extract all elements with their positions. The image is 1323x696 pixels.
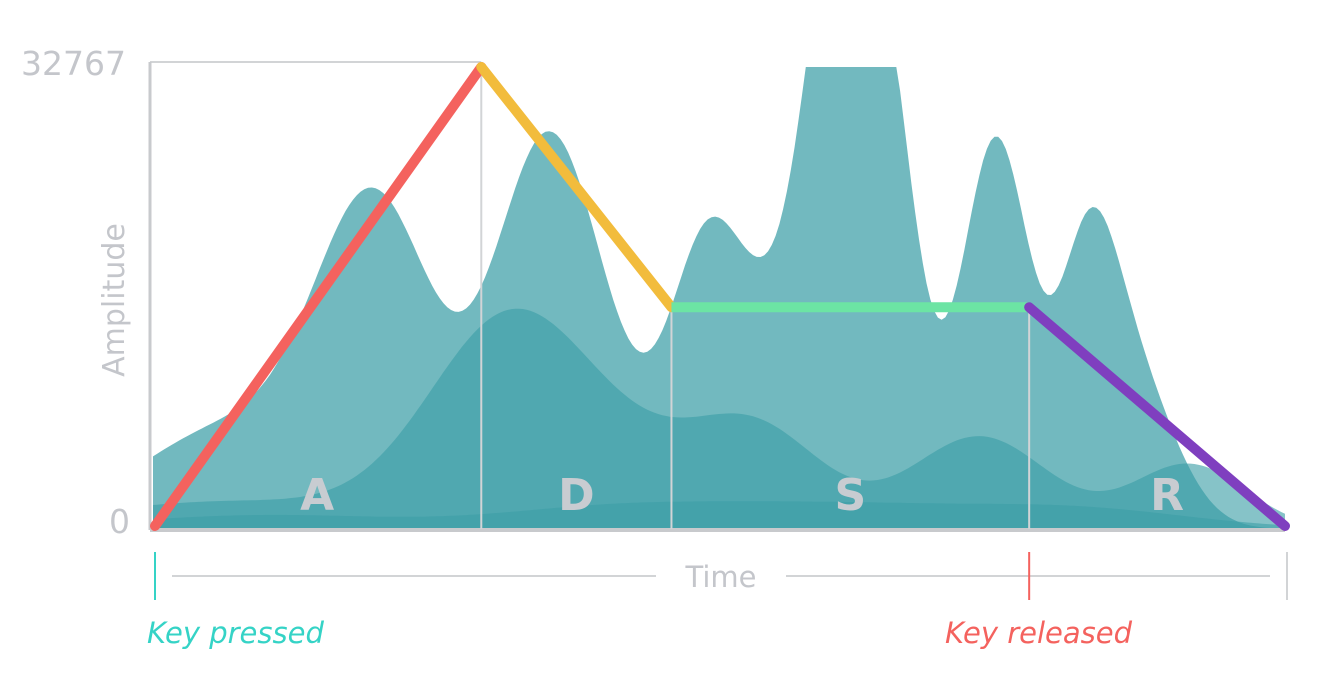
attack-segment <box>150 62 487 531</box>
y-axis-label: Amplitude <box>97 223 132 377</box>
key-released-label: Key released <box>945 616 1133 650</box>
waveform-area <box>153 67 1285 529</box>
y-max-label: 32767 <box>21 44 126 83</box>
adsr-envelope <box>150 62 1290 531</box>
waveform-layer-2 <box>153 308 1285 529</box>
phase-label-release: R <box>1150 470 1184 521</box>
phase-label-attack: A <box>300 470 334 521</box>
phase-label-decay: D <box>558 470 595 521</box>
waveform-layer-3 <box>153 501 1285 529</box>
x-axis-label: Time <box>685 560 757 594</box>
phase-label-sustain: S <box>834 470 866 521</box>
y-min-label: 0 <box>109 502 130 541</box>
release-segment <box>1024 302 1290 531</box>
plot-frame <box>148 61 1285 532</box>
key-pressed-label: Key pressed <box>147 616 324 650</box>
decay-segment <box>476 62 677 313</box>
